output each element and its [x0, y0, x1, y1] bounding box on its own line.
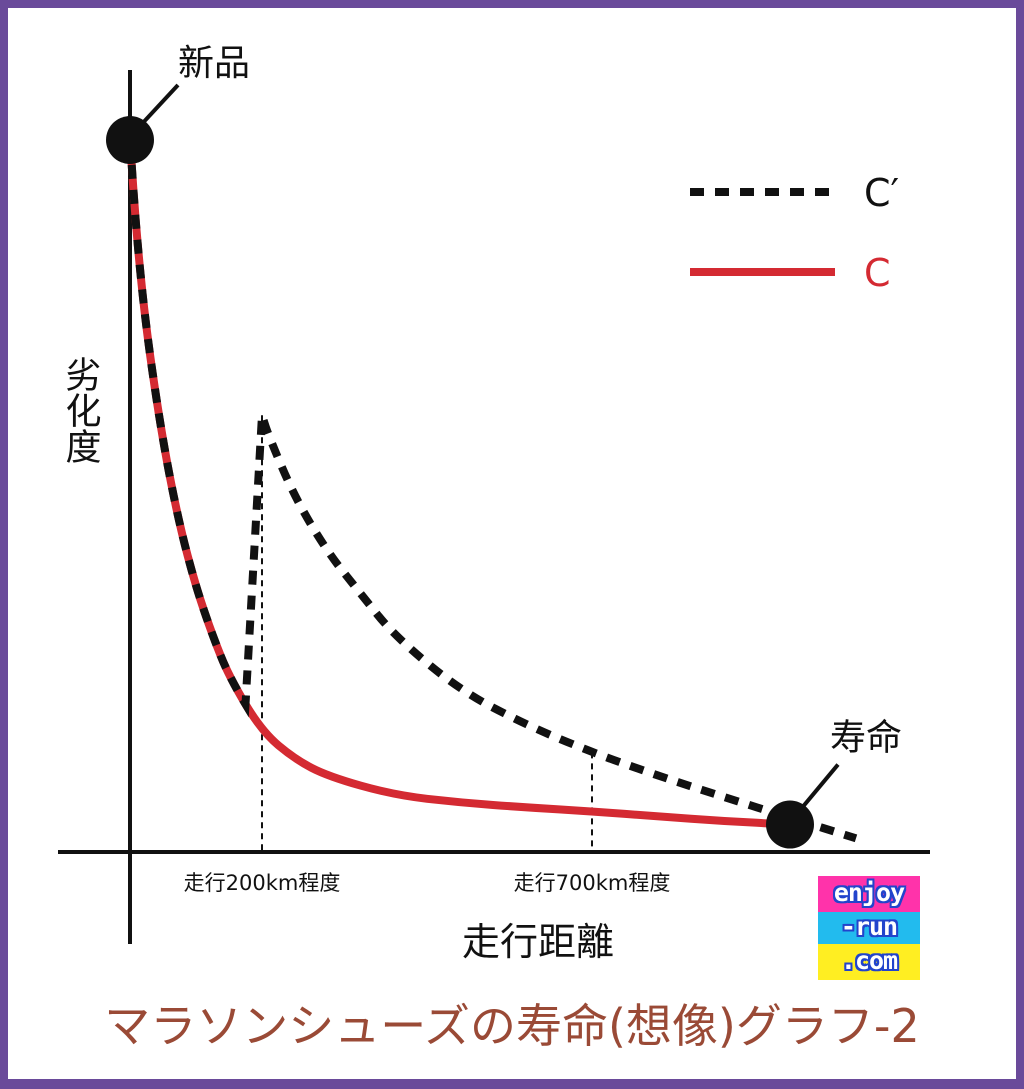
annotation-label-1: 新品 — [178, 43, 250, 84]
series-line-c — [126, 139, 791, 829]
annotation-label-2: 寿命 — [830, 718, 902, 759]
logo-line-3: .com — [840, 946, 898, 975]
legend-label-2: C — [864, 251, 891, 295]
x-marker-label-1: 走行200km程度 — [184, 871, 341, 895]
legend-label-1: C′ — [864, 171, 899, 215]
logo-line-2: -run — [840, 912, 898, 941]
annotation-leader-2 — [796, 763, 840, 814]
annotation-dot-1 — [106, 116, 154, 164]
chart-title: マラソンシューズの寿命(想像)グラフ-2 — [104, 999, 920, 1053]
annotation-leader-1 — [137, 83, 180, 129]
x-marker-label-2: 走行700km程度 — [514, 871, 671, 895]
series-line-c-prime — [126, 139, 858, 843]
y-axis-label: 劣化度 — [60, 356, 101, 464]
enjoy-run-logo[interactable]: enjoy -run .com — [818, 876, 920, 980]
x-axis-label: 走行距離 — [462, 920, 614, 964]
logo-line-1: enjoy — [833, 878, 905, 907]
annotation-dot-2 — [766, 800, 814, 849]
